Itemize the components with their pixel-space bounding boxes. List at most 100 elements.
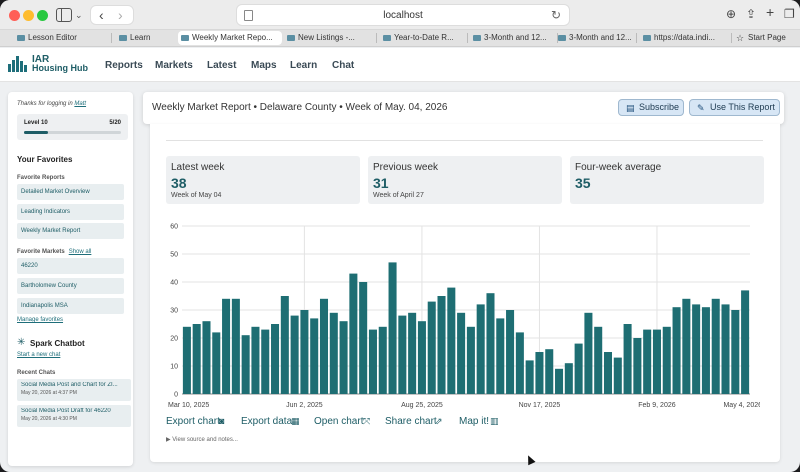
- nav-maps[interactable]: Maps: [251, 60, 277, 71]
- chart-bar[interactable]: [613, 357, 622, 394]
- tab-3-month-1[interactable]: 3-Month and 12...: [470, 31, 556, 45]
- chart-bar[interactable]: [555, 368, 564, 394]
- chart-bar[interactable]: [408, 312, 417, 394]
- favorite-report-item[interactable]: Detailed Market Overview: [17, 184, 124, 200]
- chart-bar[interactable]: [682, 298, 691, 394]
- favorite-market-item[interactable]: Bartholomew County: [17, 278, 124, 294]
- chart-bar[interactable]: [731, 310, 740, 394]
- show-all-link[interactable]: Show all: [68, 249, 92, 255]
- tab-lesson-editor[interactable]: Lesson Editor: [14, 31, 110, 45]
- chart-bar[interactable]: [398, 315, 407, 394]
- chart-bar[interactable]: [192, 324, 201, 394]
- chart-bar[interactable]: [652, 329, 661, 394]
- tab-overview-icon[interactable]: ❐: [784, 7, 795, 21]
- chart-bar[interactable]: [378, 326, 387, 394]
- recent-chat-item[interactable]: Social Media Post Draft for 46220 May 20…: [17, 405, 131, 427]
- tab-year-to-date[interactable]: Year-to-Date R...: [380, 31, 466, 45]
- nav-chat[interactable]: Chat: [332, 60, 355, 71]
- chart-bar[interactable]: [359, 282, 368, 394]
- chart-bar[interactable]: [564, 363, 573, 394]
- chart-bar[interactable]: [202, 321, 211, 394]
- nav-markets[interactable]: Markets: [155, 60, 193, 71]
- manage-favorites-link[interactable]: Manage favorites: [17, 317, 64, 323]
- chart-bar[interactable]: [701, 307, 710, 394]
- nav-latest[interactable]: Latest: [207, 60, 237, 71]
- new-chat-link[interactable]: Start a new chat: [17, 352, 61, 358]
- chart-bar[interactable]: [496, 318, 505, 394]
- share-chart-button[interactable]: Share chart: [385, 416, 437, 427]
- chart-bar[interactable]: [476, 304, 485, 394]
- chart-bar[interactable]: [339, 321, 348, 394]
- chart-bar[interactable]: [643, 329, 652, 394]
- map-icon[interactable]: ▥: [490, 416, 499, 426]
- favorite-report-item[interactable]: Weekly Market Report: [17, 223, 124, 239]
- chart-bar[interactable]: [545, 349, 554, 394]
- chart-bar[interactable]: [525, 360, 534, 394]
- table-icon[interactable]: ▦: [291, 416, 300, 426]
- chevron-down-icon[interactable]: ⌄: [75, 10, 83, 20]
- tab-weekly-market-report[interactable]: Weekly Market Repo...: [178, 31, 282, 45]
- new-tab-icon[interactable]: +: [766, 4, 775, 20]
- share-icon[interactable]: ⇪: [746, 7, 757, 21]
- chart-bar[interactable]: [672, 307, 681, 394]
- chart-bar[interactable]: [290, 315, 299, 394]
- chart-bar[interactable]: [212, 332, 221, 394]
- chart-bar[interactable]: [231, 298, 240, 394]
- reload-icon[interactable]: ↻: [550, 8, 561, 22]
- camera-icon[interactable]: ◙: [219, 416, 225, 426]
- chart-bar[interactable]: [447, 287, 456, 394]
- expand-icon[interactable]: ⤧: [363, 416, 371, 426]
- export-data-button[interactable]: Export data: [241, 416, 293, 427]
- sidebar-toggle-icon[interactable]: [56, 8, 72, 22]
- chart-bar[interactable]: [662, 326, 671, 394]
- chart-bar[interactable]: [584, 312, 593, 394]
- chart-bar[interactable]: [574, 343, 583, 394]
- close-window-button[interactable]: [9, 10, 20, 21]
- download-icon[interactable]: ⊕: [726, 7, 737, 21]
- address-bar[interactable]: localhost ↻: [236, 4, 570, 26]
- chart-bar[interactable]: [310, 318, 319, 394]
- tab-learn[interactable]: Learn: [116, 31, 176, 45]
- chart-bar[interactable]: [623, 324, 632, 394]
- use-report-button[interactable]: ✎ Use This Report: [689, 99, 780, 116]
- nav-learn[interactable]: Learn: [290, 60, 318, 71]
- favorite-report-item[interactable]: Leading Indicators: [17, 204, 124, 220]
- maximize-window-button[interactable]: [37, 10, 48, 21]
- favorite-market-item[interactable]: 46220: [17, 258, 124, 274]
- chart-bar[interactable]: [182, 326, 191, 394]
- chart-bar[interactable]: [437, 296, 446, 394]
- tab-3-month-2[interactable]: 3-Month and 12...: [555, 31, 635, 45]
- chart-bar[interactable]: [692, 304, 701, 394]
- map-it-button[interactable]: Map it!: [459, 416, 490, 427]
- chart-bar[interactable]: [515, 332, 524, 394]
- export-chart-button[interactable]: Export chart: [166, 416, 220, 427]
- chart-bar[interactable]: [506, 310, 515, 394]
- chart-bar[interactable]: [271, 324, 280, 394]
- favorite-market-item[interactable]: Indianapolis MSA: [17, 298, 124, 314]
- tab-start-page[interactable]: ☆ Start Page: [734, 31, 798, 45]
- open-chart-button[interactable]: Open chart: [314, 416, 364, 427]
- recent-chat-item[interactable]: Social Media Post and Chart for ZI... Ma…: [17, 379, 131, 401]
- chart-bar[interactable]: [368, 329, 377, 394]
- share-icon[interactable]: ⇗: [435, 416, 443, 426]
- minimize-window-button[interactable]: [23, 10, 34, 21]
- chart-bar[interactable]: [427, 301, 436, 394]
- chart-bar[interactable]: [457, 312, 466, 394]
- view-source-toggle[interactable]: ▶ View source and notes...: [166, 437, 238, 443]
- user-link[interactable]: Matt: [74, 101, 87, 107]
- tab-data-indiana[interactable]: https://data.indi...: [640, 31, 730, 45]
- chart-bar[interactable]: [300, 310, 309, 394]
- chart-bar[interactable]: [222, 298, 231, 394]
- chart-bar[interactable]: [241, 335, 250, 394]
- chart-bar[interactable]: [711, 298, 720, 394]
- chart-bar[interactable]: [486, 293, 495, 394]
- chart-bar[interactable]: [741, 290, 750, 394]
- chart-bar[interactable]: [594, 326, 603, 394]
- chart-bar[interactable]: [603, 352, 613, 394]
- chart-bar[interactable]: [535, 352, 544, 394]
- chart-bar[interactable]: [721, 304, 730, 394]
- chart-bar[interactable]: [349, 273, 358, 394]
- back-icon[interactable]: ‹: [99, 7, 104, 23]
- chart-bar[interactable]: [261, 329, 270, 394]
- forward-icon[interactable]: ›: [118, 7, 123, 23]
